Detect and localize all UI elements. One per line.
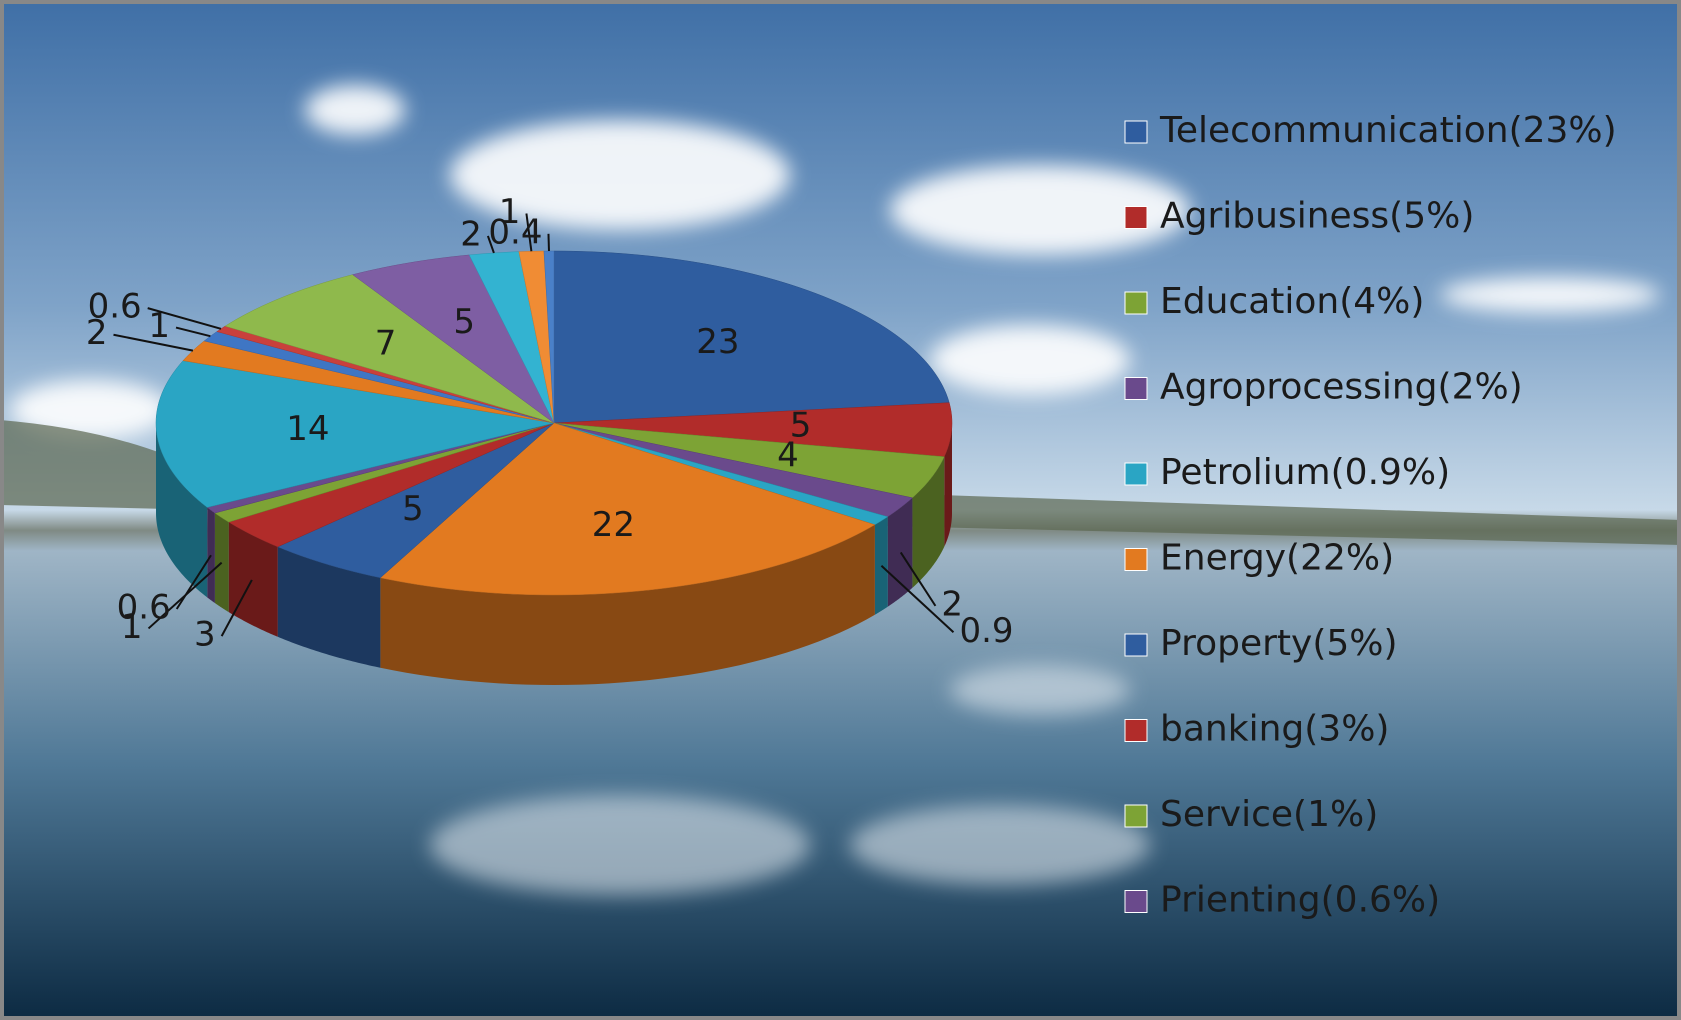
slice [543, 250, 555, 424]
slice [553, 422, 945, 499]
data-label: 14 [286, 409, 329, 449]
legend-label: banking(3%) [1160, 709, 1389, 750]
slice [352, 254, 555, 424]
data-label: 0.4 [488, 212, 542, 252]
legend-marker [1124, 462, 1148, 486]
legend-label: Agribusiness(5%) [1160, 196, 1474, 237]
leader-line [486, 235, 495, 254]
data-label: 5 [402, 489, 424, 529]
slice [468, 251, 555, 424]
slice [182, 340, 555, 424]
legend-marker [1124, 291, 1148, 315]
leader-line [175, 326, 211, 338]
slice [553, 402, 953, 457]
slice [224, 274, 555, 424]
legend-marker [1124, 120, 1148, 144]
slice-side [874, 516, 888, 615]
legend-marker [1124, 633, 1148, 657]
slice [379, 422, 876, 596]
slice-side [207, 507, 215, 604]
slice-side [277, 546, 381, 668]
legend-label: Property(5%) [1160, 623, 1398, 664]
slice-side [944, 423, 952, 547]
leader-line [880, 565, 955, 634]
leader-line [113, 333, 194, 352]
data-label: 22 [592, 505, 635, 545]
slice-side [228, 522, 278, 637]
legend-marker [1124, 548, 1148, 571]
legend-label: Energy(22%) [1160, 538, 1394, 579]
slice-side [214, 513, 229, 613]
legend-label: Agroprocessing(2%) [1160, 367, 1523, 408]
slice [277, 422, 555, 579]
data-label: 7 [375, 324, 397, 364]
data-label: 2 [86, 313, 108, 353]
legend: Telecommunication(23%) Agribusiness(5%) Ed… [1124, 110, 1617, 921]
data-label: 0.9 [959, 611, 1013, 651]
legend-marker [1124, 719, 1148, 742]
legend-marker [1124, 804, 1148, 828]
legend-marker [1124, 206, 1148, 229]
slice [553, 422, 913, 517]
slice [228, 422, 555, 548]
slice-side [887, 497, 913, 607]
slice-side [912, 456, 945, 588]
legend-marker [1124, 890, 1148, 913]
slice-side [380, 524, 875, 685]
data-label: 1 [499, 192, 521, 232]
leader-line [547, 233, 550, 252]
reflections [430, 665, 1150, 895]
legend-marker [1124, 377, 1148, 400]
legend-label: Telecommunication(23%) [1159, 110, 1617, 151]
data-label: 0.6 [88, 287, 142, 327]
clouds [10, 85, 1660, 440]
slice [553, 250, 950, 424]
data-label: 3 [194, 615, 216, 655]
data-label: 2 [460, 214, 482, 254]
legend-label: Petrolium(0.9%) [1160, 452, 1450, 493]
leader-line [147, 307, 222, 330]
leader-line [175, 554, 212, 610]
leader-line [220, 579, 253, 637]
data-label: 2 [941, 584, 963, 624]
slice [155, 360, 555, 508]
leader-line [899, 551, 937, 607]
data-label: 23 [696, 322, 739, 362]
leader-line [525, 213, 533, 252]
legend-label: Service(1%) [1160, 794, 1378, 835]
data-label: 5 [453, 302, 475, 342]
data-label: 0.6 [117, 587, 171, 627]
data-label: 4 [777, 435, 799, 475]
data-label: 5 [790, 406, 812, 446]
legend-label: Education(4%) [1160, 281, 1424, 322]
data-label: 1 [148, 306, 170, 346]
data-label: 1 [121, 607, 143, 647]
legend-label: Prienting(0.6%) [1160, 880, 1440, 921]
